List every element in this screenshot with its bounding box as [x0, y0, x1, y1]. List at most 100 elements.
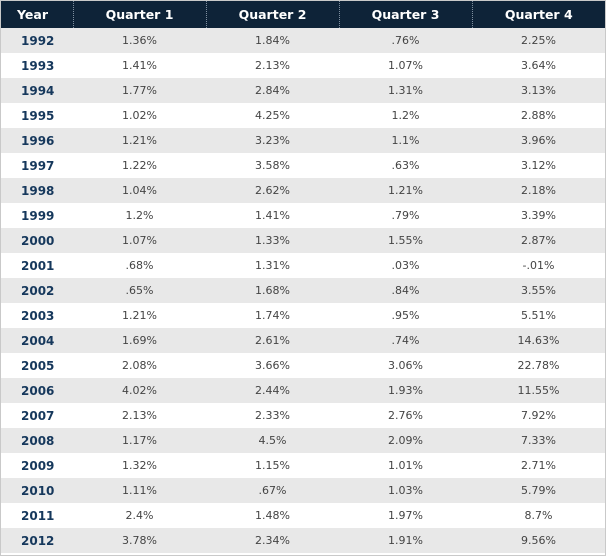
quarter-3-cell: 1.2%	[339, 103, 472, 128]
quarter-4-cell: 14.63%	[472, 328, 605, 353]
quarter-1-cell: 2.4%	[73, 503, 206, 528]
quarter-1-cell: 4.02%	[73, 378, 206, 403]
header-row: Year Quarter 1 Quarter 2 Quarter 3 Quart…	[1, 1, 605, 28]
column-header-quarter-1: Quarter 1	[73, 1, 207, 28]
quarter-2-cell: 2.62%	[206, 178, 339, 203]
year-cell: 2012	[1, 528, 73, 553]
table-row: 1996 1.21% 3.23% 1.1% 3.96%	[1, 128, 605, 153]
quarter-2-cell: 2.84%	[206, 78, 339, 103]
quarter-2-cell: 3.58%	[206, 153, 339, 178]
quarter-1-cell: 3.78%	[73, 528, 206, 553]
year-cell: 2011	[1, 503, 73, 528]
year-cell: 1997	[1, 153, 73, 178]
quarter-1-cell: 1.69%	[73, 328, 206, 353]
quarter-3-cell: 2.09%	[339, 428, 472, 453]
quarter-3-cell: 1.03%	[339, 478, 472, 503]
year-cell: 1996	[1, 128, 73, 153]
quarter-3-cell: .74%	[339, 328, 472, 353]
quarter-4-cell: 2.71%	[472, 453, 605, 478]
year-cell: 1993	[1, 53, 73, 78]
table-row: 1995 1.02% 4.25% 1.2% 2.88%	[1, 103, 605, 128]
table-body: 1992 1.36% 1.84% .76% 2.25% 1993 1.41% 2.13% 1.0…	[1, 28, 605, 553]
quarter-3-cell: 1.31%	[339, 78, 472, 103]
quarter-4-cell: 3.55%	[472, 278, 605, 303]
table-row: 1998 1.04% 2.62% 1.21% 2.18%	[1, 178, 605, 203]
quarter-2-cell: 2.33%	[206, 403, 339, 428]
table-row: 1997 1.22% 3.58% .63% 3.12%	[1, 153, 605, 178]
quarter-1-cell: 1.32%	[73, 453, 206, 478]
table-row: 2005 2.08% 3.66% 3.06% 22.78%	[1, 353, 605, 378]
table-row: 2009 1.32% 1.15% 1.01% 2.71%	[1, 453, 605, 478]
quarter-3-cell: 1.21%	[339, 178, 472, 203]
quarter-1-cell: 2.13%	[73, 403, 206, 428]
quarter-2-cell: 3.23%	[206, 128, 339, 153]
quarter-3-cell: .79%	[339, 203, 472, 228]
year-cell: 1998	[1, 178, 73, 203]
table-row: 2002.65% 1.68% .84% 3.55%	[1, 278, 605, 303]
year-cell: 2000	[1, 228, 73, 253]
quarter-1-cell: 1.17%	[73, 428, 206, 453]
quarter-1-cell: 1.21%	[73, 303, 206, 328]
quarter-2-cell: 2.61%	[206, 328, 339, 353]
quarter-2-cell: 2.34%	[206, 528, 339, 553]
quarter-1-cell: 1.11%	[73, 478, 206, 503]
table-row: 2011 2.4% 1.48% 1.97% 8.7%	[1, 503, 605, 528]
table-row: 2000 1.07% 1.33% 1.55% 2.87%	[1, 228, 605, 253]
table-row: 1992 1.36% 1.84% .76% 2.25%	[1, 28, 605, 53]
quarter-4-cell: 3.13%	[472, 78, 605, 103]
quarter-1-cell: 1.07%	[73, 228, 206, 253]
quarter-3-cell: 1.07%	[339, 53, 472, 78]
quarter-3-cell: 1.91%	[339, 528, 472, 553]
quarter-3-cell: .63%	[339, 153, 472, 178]
quarter-1-cell: 1.21%	[73, 128, 206, 153]
table-row: 1993 1.41% 2.13% 1.07% 3.64%	[1, 53, 605, 78]
quarter-4-cell: 2.87%	[472, 228, 605, 253]
quarter-2-cell: 1.68%	[206, 278, 339, 303]
quarter-1-cell: 1.41%	[73, 53, 206, 78]
quarter-1-cell: 1.77%	[73, 78, 206, 103]
column-header-year: Year	[1, 1, 74, 28]
year-cell: 2002	[1, 278, 73, 303]
quarter-2-cell: 3.66%	[206, 353, 339, 378]
year-cell: 2009	[1, 453, 73, 478]
quarter-4-cell: 5.51%	[472, 303, 605, 328]
quarter-4-cell: 22.78%	[472, 353, 605, 378]
table-row: 1999 1.2% 1.41% .79% 3.39%	[1, 203, 605, 228]
quarter-4-cell: 7.33%	[472, 428, 605, 453]
quarter-2-cell: 4.25%	[206, 103, 339, 128]
quarter-3-cell: 2.76%	[339, 403, 472, 428]
quarter-4-cell: 3.64%	[472, 53, 605, 78]
column-header-quarter-3: Quarter 3	[339, 1, 473, 28]
quarter-2-cell: 2.44%	[206, 378, 339, 403]
quarter-4-cell: 2.18%	[472, 178, 605, 203]
quarter-2-cell: 1.48%	[206, 503, 339, 528]
quarter-3-cell: 1.01%	[339, 453, 472, 478]
quarter-4-cell: 5.79%	[472, 478, 605, 503]
quarter-4-cell: 3.12%	[472, 153, 605, 178]
quarter-1-cell: 1.22%	[73, 153, 206, 178]
quarter-2-cell: 1.84%	[206, 28, 339, 53]
quarter-3-cell: 1.1%	[339, 128, 472, 153]
table-row: 2003 1.21% 1.74% .95% 5.51%	[1, 303, 605, 328]
quarter-3-cell: .84%	[339, 278, 472, 303]
quarter-3-cell: .03%	[339, 253, 472, 278]
year-cell: 1994	[1, 78, 73, 103]
quarter-2-cell: 1.74%	[206, 303, 339, 328]
quarter-1-cell: 1.36%	[73, 28, 206, 53]
year-cell: 2004	[1, 328, 73, 353]
column-header-quarter-2: Quarter 2	[206, 1, 340, 28]
quarter-1-cell: 1.2%	[73, 203, 206, 228]
year-cell: 2003	[1, 303, 73, 328]
column-header-quarter-4: Quarter 4	[472, 1, 605, 28]
year-cell: 2001	[1, 253, 73, 278]
quarter-3-cell: 1.97%	[339, 503, 472, 528]
year-cell: 2010	[1, 478, 73, 503]
quarter-4-cell: 9.56%	[472, 528, 605, 553]
quarter-1-cell: 2.08%	[73, 353, 206, 378]
quarter-2-cell: 1.41%	[206, 203, 339, 228]
quarter-3-cell: .95%	[339, 303, 472, 328]
table-header: Year Quarter 1 Quarter 2 Quarter 3 Quart…	[1, 1, 605, 28]
quarter-2-cell: .67%	[206, 478, 339, 503]
table-row: 2012 3.78% 2.34% 1.91% 9.56%	[1, 528, 605, 553]
quarter-3-cell: 3.06%	[339, 353, 472, 378]
